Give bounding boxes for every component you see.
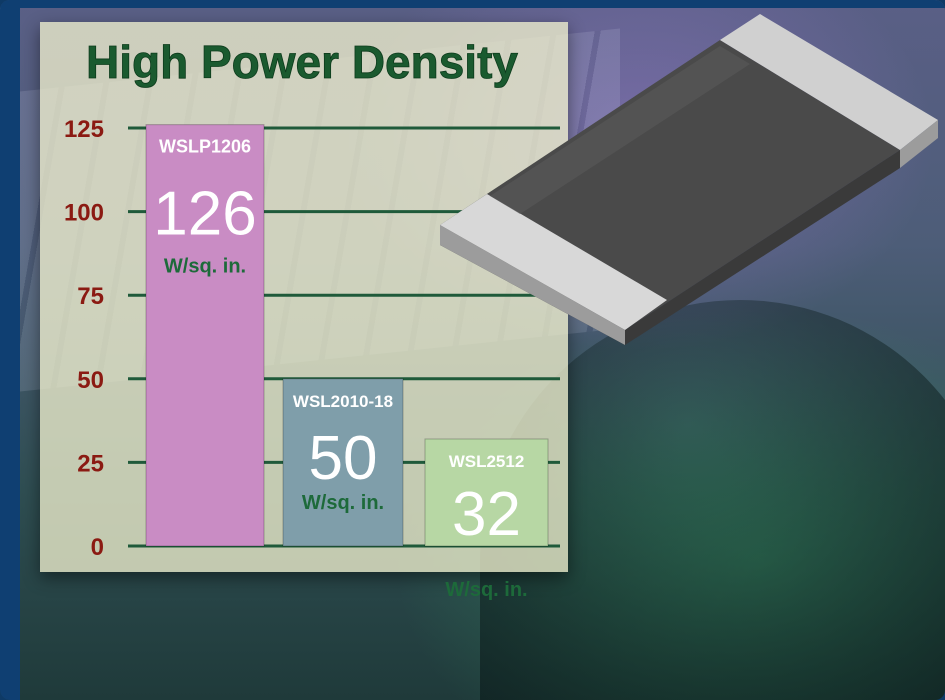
y-axis-ticks: 125 100 75 50 25 0: [64, 116, 104, 561]
top-border: [0, 0, 945, 8]
y-tick-label: 125: [64, 116, 104, 143]
left-border: [0, 0, 20, 700]
y-tick-label: 25: [77, 450, 104, 477]
category-label: WSL2512: [449, 452, 525, 471]
y-tick-label: 100: [64, 200, 104, 227]
category-label: WSLP1206: [159, 137, 251, 157]
y-tick-label: 75: [77, 283, 104, 310]
unit-label: W/sq. in.: [302, 492, 384, 514]
y-tick-label: 0: [91, 534, 104, 561]
category-label: WSL2010-18: [293, 392, 393, 411]
bar-wsl2512: [424, 438, 549, 547]
bar-wsl2010-18: [282, 378, 404, 547]
y-tick-label: 50: [77, 367, 104, 394]
unit-label: W/sq. in.: [445, 579, 527, 601]
bars: [145, 124, 549, 547]
value-label: 50: [309, 424, 378, 493]
value-label: 126: [153, 180, 256, 249]
chart-title: High Power Density: [86, 36, 518, 88]
bar-wslp1206: [145, 124, 265, 547]
value-label: 32: [452, 480, 521, 549]
unit-label: W/sq. in.: [164, 256, 246, 278]
